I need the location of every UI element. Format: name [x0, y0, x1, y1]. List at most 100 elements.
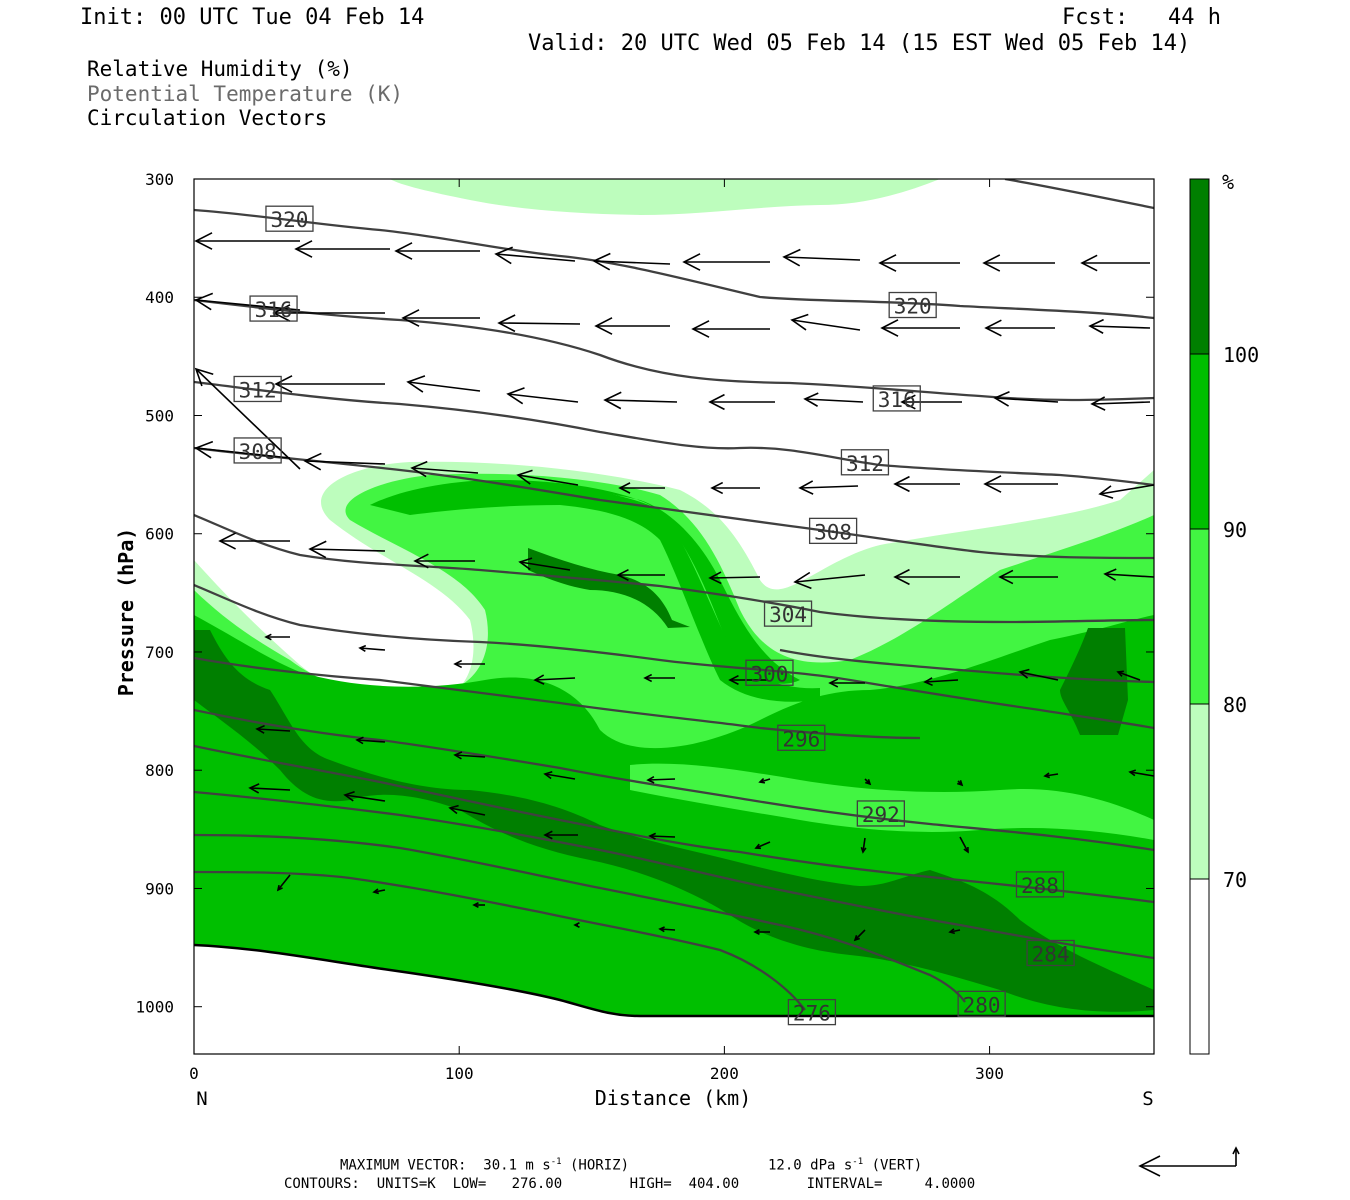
contour-312	[194, 380, 1154, 487]
vector-arrowhead	[963, 846, 969, 854]
contour-304	[194, 513, 1154, 624]
vector-arrow	[344, 794, 386, 802]
vector-arrowhead	[1080, 254, 1098, 272]
vector-arrow	[195, 447, 291, 459]
vector-arrowhead	[803, 392, 819, 407]
vector-arrow	[249, 787, 291, 791]
vector-arrow	[277, 874, 291, 891]
y-tick-label: 700	[145, 643, 174, 662]
y-tick-label: 600	[145, 525, 174, 544]
vector-arrow	[454, 754, 486, 758]
vector-arrow	[495, 253, 576, 262]
vector-arrowhead	[264, 633, 272, 641]
rh-100-patch-mid	[528, 548, 690, 628]
vector-arrowhead	[401, 309, 420, 327]
vector-arrow	[517, 474, 579, 486]
vector-arrowhead	[248, 783, 260, 794]
north-label: N	[196, 1088, 207, 1110]
rh-70-region-top	[390, 179, 940, 215]
vector-arrowhead	[982, 254, 1001, 272]
contour-labels: 320 320 316 316 312 312 308 308 304 300 296 292 288 2…	[233, 205, 1075, 1026]
vector-arrowhead	[984, 319, 1002, 337]
vector-arrowhead	[782, 248, 801, 267]
legend-rh: Relative Humidity (%)	[87, 57, 353, 81]
contour-280	[194, 833, 966, 1003]
vector-arrowhead	[682, 253, 701, 271]
vector-arrowhead	[592, 252, 611, 271]
vector-arrowhead	[448, 804, 459, 815]
contour-label: 316	[255, 298, 293, 322]
contour-316	[194, 298, 1154, 402]
legend-theta: Potential Temperature (K)	[87, 82, 404, 106]
vector-arrowhead	[453, 751, 463, 760]
vector-arrowhead	[758, 777, 766, 784]
vector-arrow	[356, 739, 386, 743]
rh-100-patch-right	[1060, 628, 1128, 735]
contour-label-box	[1026, 939, 1075, 967]
x-tick-label: 0	[189, 1064, 199, 1083]
vector-arrow	[862, 837, 866, 853]
contour-296	[194, 656, 921, 740]
vector-arrow	[604, 399, 678, 403]
vector-arrowhead	[754, 843, 762, 850]
contour-296b	[779, 648, 1154, 684]
vector-arrow	[519, 561, 571, 571]
contour-label: 300	[751, 662, 789, 686]
init-time: Init: 00 UTC Tue 04 Feb 14	[80, 5, 425, 30]
vector-arrowhead	[1088, 318, 1104, 334]
colorbar-label: 80	[1223, 693, 1247, 717]
y-tick-label: 1000	[135, 998, 174, 1017]
vector-arrow	[854, 929, 866, 941]
vector-arrow	[407, 381, 481, 392]
vector-arrow	[411, 467, 479, 474]
vector-arrowhead	[798, 480, 814, 495]
vector-arrowhead	[294, 240, 313, 258]
vector-arrowhead	[194, 232, 213, 250]
vector-arrow	[924, 679, 959, 683]
vector-arrowhead	[878, 254, 897, 272]
vector-arrowhead	[594, 317, 613, 335]
vector-arrowhead	[1018, 668, 1030, 679]
contour-label: 284	[1032, 942, 1070, 966]
contour-label: 312	[846, 452, 884, 476]
vector-arrow	[1019, 671, 1059, 681]
vector-arrowhead	[1103, 568, 1117, 581]
vector-arrowhead	[691, 320, 710, 338]
contour-label-box	[872, 385, 921, 412]
footer-contours: CONTOURS: UNITS=K LOW= 276.00 HIGH= 404.…	[284, 1176, 976, 1192]
contour-label: 316	[878, 388, 916, 412]
vector-arrowhead	[853, 934, 861, 942]
vector-arrowhead	[1128, 769, 1137, 777]
vector-arrowhead	[497, 314, 516, 333]
forecast-hour: Fcst: 44 h	[1062, 5, 1221, 30]
contour-label-box	[763, 600, 813, 627]
contour-288	[194, 744, 1154, 904]
contour-label: 308	[814, 520, 852, 544]
reference-vector-icon	[1138, 1146, 1240, 1177]
x-tick-label: 200	[710, 1064, 739, 1083]
vector-arrowhead	[728, 674, 739, 686]
vector-arrowhead	[658, 926, 665, 933]
vector-arrowhead	[343, 791, 355, 802]
contour-label: 312	[239, 378, 277, 402]
contour-label-box	[888, 291, 937, 319]
vector-arrowhead	[793, 571, 812, 590]
vector-arrowhead	[355, 736, 364, 745]
vector-arrowhead	[394, 242, 413, 260]
vector-arrow	[783, 256, 861, 261]
colorbar-unit: %	[1222, 170, 1234, 194]
vector-arrow	[309, 548, 386, 552]
vector-arrow	[449, 807, 486, 816]
vector-arrow	[304, 460, 386, 465]
vector-arrowhead	[900, 394, 916, 410]
vector-arrowhead	[923, 677, 933, 687]
vector-arrowhead	[543, 830, 553, 840]
vector-arrowhead	[708, 393, 725, 411]
contour-label: 304	[769, 603, 807, 627]
vector-arrowhead	[1116, 670, 1124, 677]
contour-308	[194, 446, 1154, 560]
vector-arrowhead	[406, 375, 426, 393]
vector-arrow	[1117, 671, 1141, 681]
vector-arrowhead	[303, 452, 322, 471]
y-tick-label: 800	[145, 761, 174, 780]
